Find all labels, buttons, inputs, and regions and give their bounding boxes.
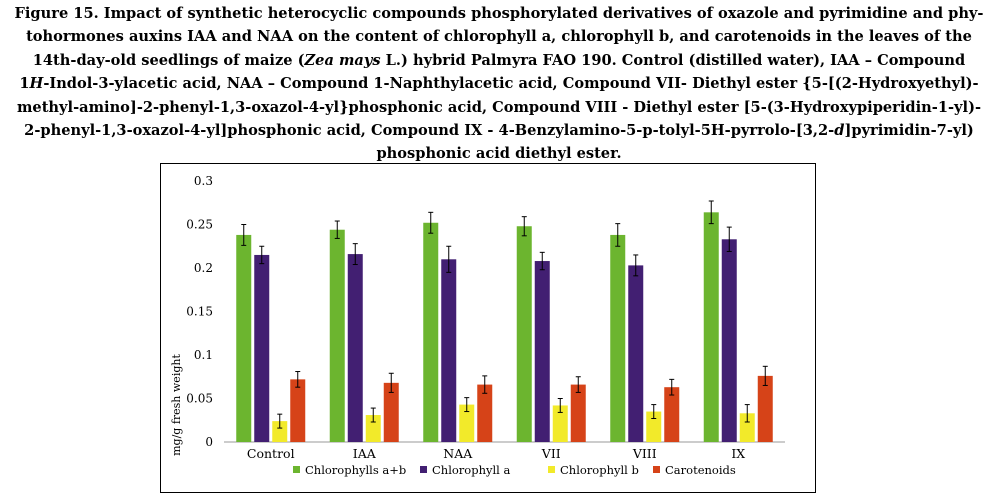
x-axis-categories: Control IAA NAA VII VIII IX (247, 446, 745, 461)
error-bars (241, 200, 768, 429)
x-category-label: Control (247, 446, 295, 461)
caption-text: -Indol-3-ylacetic acid, NAA – Compound 1… (43, 75, 979, 93)
chart-frame: mg/g fresh weight 0 0.05 0.1 0.15 0.2 0.25 0.3… (160, 163, 816, 493)
caption-italic-text: H (29, 75, 44, 93)
caption-text: 2-phenyl-1,3-oxazol-4-yl]phosphonic acid… (24, 122, 835, 140)
x-category-label: IX (731, 446, 745, 461)
y-tick-label: 0.25 (186, 218, 213, 232)
y-tick-label: 0.15 (186, 305, 213, 319)
legend-swatch (653, 466, 660, 473)
bar (236, 234, 252, 442)
y-axis-ticks: 0 0.05 0.1 0.15 0.2 0.25 0.3 (186, 174, 213, 449)
legend: Chlorophylls a+b Chlorophyll a Chlorophyll… (293, 463, 736, 477)
bar (477, 384, 493, 442)
bar (534, 261, 550, 442)
x-category-label: VII (541, 446, 561, 461)
bar (739, 413, 755, 442)
y-tick-label: 0.1 (194, 348, 213, 362)
bar (516, 226, 532, 442)
caption-text: methyl-amino]-2-phenyl-1,3-oxazol-4-yl}p… (16, 98, 982, 116)
y-tick-label: 0 (205, 435, 213, 449)
bar (365, 415, 381, 442)
caption-text: Figure 15. Impact of synthetic heterocyc… (14, 5, 984, 22)
bar (552, 405, 568, 442)
caption-italic-text: d (834, 122, 845, 140)
caption-text: 1 (19, 75, 30, 93)
bar (383, 382, 399, 442)
bar (290, 379, 306, 442)
legend-label: Chlorophyll b (560, 463, 639, 477)
caption-line-1: Figure 15. Impact of synthetic heterocyc… (6, 2, 992, 25)
caption-text: tohormones auxins IAA and NAA on the con… (26, 28, 972, 46)
x-category-label: IAA (353, 446, 377, 461)
caption-line-4: 1H-Indol-3-ylacetic acid, NAA – Compound… (6, 72, 992, 95)
bars (236, 212, 773, 442)
y-axis-title: mg/g fresh weight (170, 354, 183, 456)
x-category-label: NAA (443, 446, 473, 461)
legend-swatch (420, 466, 427, 473)
caption-line-7: phosphonic acid diethyl ester. (6, 142, 992, 165)
y-tick-label: 0.2 (194, 261, 213, 275)
caption-text: phosphonic acid diethyl ester. (376, 145, 622, 163)
caption-line-2: tohormones auxins IAA and NAA on the con… (6, 25, 992, 48)
caption-text: 14th-day-old seedlings of maize ( (32, 51, 305, 69)
legend-swatch (548, 466, 555, 473)
legend-label: Chlorophyll a (432, 463, 511, 477)
caption-text: L.) hybrid Palmyra FAO 190. Control (dis… (380, 51, 966, 69)
bar (757, 375, 773, 442)
bar (272, 421, 288, 442)
figure-caption: Figure 15. Impact of synthetic heterocyc… (6, 2, 992, 166)
bar (610, 234, 626, 442)
caption-text: ]pyrimidin-7-yl) (844, 122, 974, 140)
y-tick-label: 0.3 (194, 174, 213, 188)
caption-italic-text: Zea mays (304, 51, 381, 69)
y-tick-label: 0.05 (186, 392, 213, 406)
legend-swatch (293, 466, 300, 473)
x-category-label: VIII (632, 446, 657, 461)
bar (570, 384, 586, 442)
bar (703, 212, 719, 442)
bar (254, 254, 270, 442)
bar (329, 229, 345, 442)
bar (721, 239, 737, 442)
caption-line-3: 14th-day-old seedlings of maize (Zea may… (6, 49, 992, 72)
bar-chart: mg/g fresh weight 0 0.05 0.1 0.15 0.2 0.25 0.3… (170, 174, 785, 477)
bar (646, 411, 662, 442)
legend-label: Carotenoids (665, 463, 736, 477)
bar (441, 259, 457, 442)
bar (459, 404, 475, 442)
bar (347, 254, 363, 442)
bar (664, 387, 680, 442)
caption-line-5: methyl-amino]-2-phenyl-1,3-oxazol-4-yl}p… (6, 96, 992, 119)
caption-line-6: 2-phenyl-1,3-oxazol-4-yl]phosphonic acid… (6, 119, 992, 142)
y-axis-title-group: mg/g fresh weight (170, 354, 183, 456)
bar (628, 265, 644, 442)
bar (423, 222, 439, 442)
legend-label: Chlorophylls a+b (305, 463, 406, 477)
